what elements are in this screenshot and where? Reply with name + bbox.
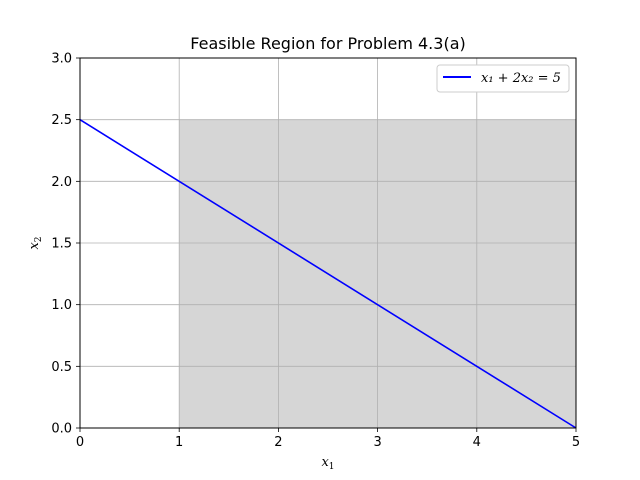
chart-title: Feasible Region for Problem 4.3(a): [190, 34, 465, 53]
x-tick-label: 4: [473, 435, 481, 450]
y-tick-label: 1.0: [51, 298, 72, 313]
x-tick-label: 0: [76, 435, 84, 450]
y-tick-label: 2.5: [51, 113, 72, 128]
y-tick-label: 0.5: [51, 360, 72, 375]
legend-entry-label: x₁ + 2x₂ = 5: [481, 71, 561, 86]
y-tick-label: 2.0: [51, 175, 72, 190]
plot-area: [79, 57, 577, 429]
x-tick-label: 5: [572, 435, 580, 450]
y-axis: 0.0 0.5 1.0 1.5 2.0 2.5 3.0: [51, 52, 80, 437]
x-axis-label: x1: [321, 455, 334, 472]
x-axis: 0 1 2 3 4 5: [76, 428, 580, 450]
y-tick-label: 1.5: [51, 237, 72, 252]
x-tick-label: 1: [175, 435, 183, 450]
series-group: [79, 118, 577, 429]
legend: x₁ + 2x₂ = 5: [436, 64, 570, 93]
x-tick-label: 3: [373, 435, 381, 450]
x-tick-label: 2: [274, 435, 282, 450]
y-axis-label: x2: [27, 236, 44, 249]
legend-box: [436, 64, 570, 93]
y-tick-label: 3.0: [51, 52, 72, 67]
y-tick-label: 0.0: [51, 422, 72, 437]
series-line: [79, 118, 577, 429]
